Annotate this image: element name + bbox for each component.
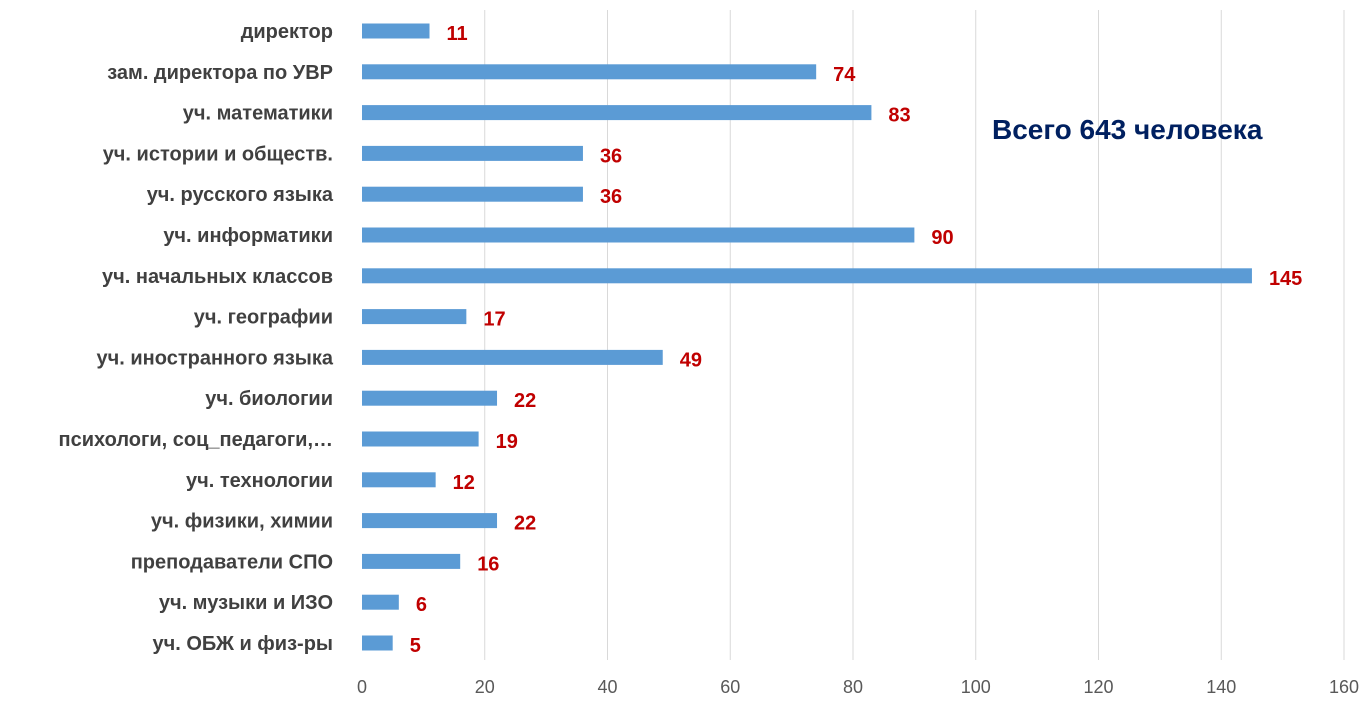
data-label: 6 <box>416 594 427 616</box>
bars <box>362 23 1252 651</box>
category-label: психологи, соц_педагоги,… <box>59 429 333 451</box>
bar <box>362 64 817 80</box>
data-label: 36 <box>600 186 622 208</box>
data-label: 5 <box>410 635 421 657</box>
bar <box>362 390 498 406</box>
bar <box>362 186 583 202</box>
data-label: 74 <box>833 64 856 86</box>
data-label: 22 <box>514 390 536 412</box>
data-label: 17 <box>483 309 505 331</box>
bar <box>362 145 583 161</box>
bar <box>362 23 430 39</box>
category-labels: директор зам. директора по УВР уч. математ… <box>59 21 334 655</box>
data-label: 19 <box>496 431 518 453</box>
bar <box>362 513 498 529</box>
x-tick-label: 100 <box>961 677 991 697</box>
data-label: 145 <box>1269 268 1302 290</box>
x-tick-label: 60 <box>720 677 740 697</box>
data-label: 90 <box>931 227 953 249</box>
bar <box>362 594 399 610</box>
data-labels: 11 74 83 36 36 90 145 17 49 22 19 12 22 16 6 5 <box>410 23 1303 657</box>
bar <box>362 635 393 651</box>
chart-title: Всего 643 человека <box>992 114 1263 145</box>
data-label: 22 <box>514 513 536 535</box>
x-tick-label: 20 <box>475 677 495 697</box>
data-label: 12 <box>453 472 475 494</box>
category-label: уч. математики <box>183 103 333 125</box>
bar <box>362 431 479 447</box>
category-label: уч. русского языка <box>147 184 334 206</box>
bar <box>362 472 436 488</box>
category-label: уч. географии <box>194 307 333 329</box>
x-tick-label: 0 <box>357 677 367 697</box>
category-label: уч. физики, химии <box>151 511 333 533</box>
data-label: 16 <box>477 553 499 575</box>
category-label: директор <box>241 21 333 43</box>
x-tick-label: 40 <box>597 677 617 697</box>
bar <box>362 227 915 243</box>
x-axis-ticks: 0 20 40 60 80 100 120 140 160 <box>357 677 1359 697</box>
category-label: уч. истории и обществ. <box>103 143 333 165</box>
category-label: уч. ОБЖ и физ-ры <box>153 633 333 655</box>
bar <box>362 105 872 121</box>
x-tick-label: 120 <box>1083 677 1113 697</box>
category-label: уч. начальных классов <box>102 266 333 288</box>
data-label: 49 <box>680 349 702 371</box>
category-label: уч. информатики <box>163 225 333 247</box>
category-label: зам. директора по УВР <box>107 62 333 84</box>
category-label: преподаватели СПО <box>131 551 333 573</box>
bar <box>362 553 461 569</box>
bar <box>362 309 467 325</box>
x-tick-label: 160 <box>1329 677 1359 697</box>
data-label: 83 <box>888 105 910 127</box>
category-label: уч. биологии <box>205 388 333 410</box>
category-label: уч. иностранного языка <box>97 347 334 369</box>
x-tick-label: 140 <box>1206 677 1236 697</box>
data-label: 36 <box>600 145 622 167</box>
x-tick-label: 80 <box>843 677 863 697</box>
bar <box>362 349 663 365</box>
bar <box>362 268 1252 284</box>
category-label: уч. музыки и ИЗО <box>159 592 333 614</box>
data-label: 11 <box>447 23 468 45</box>
category-label: уч. технологии <box>186 470 333 492</box>
